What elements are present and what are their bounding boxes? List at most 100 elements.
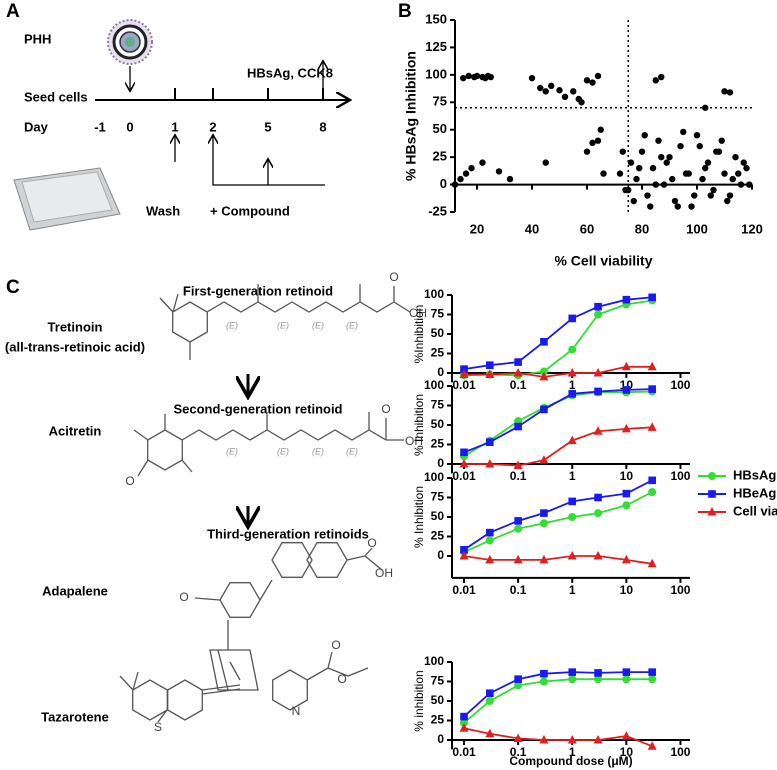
legend-label: HBeAg (733, 485, 776, 500)
atom-label: S (154, 720, 162, 734)
y-tick-label: 100 (425, 66, 447, 81)
scatter-point (663, 159, 670, 166)
scatter-point (688, 203, 695, 210)
y-tick-label: 0 (437, 732, 444, 746)
scatter-point (616, 170, 624, 177)
x-tick-label: 120 (741, 221, 763, 236)
atom-label: (E) (226, 320, 238, 330)
wash-label: Wash (146, 203, 180, 218)
data-point (621, 554, 631, 564)
cell-label: PHH (24, 31, 51, 46)
x-tick-label: 1 (569, 745, 576, 759)
data-point (486, 438, 494, 446)
scatter-point (600, 170, 607, 177)
scatter-point (729, 175, 736, 183)
x-tick-label: 100 (670, 745, 690, 759)
y-tick-label: 25 (431, 346, 445, 360)
data-point (485, 554, 495, 564)
data-point (539, 519, 548, 528)
data-point (622, 295, 631, 304)
scatter-point (658, 73, 665, 81)
scatter-point (644, 192, 651, 199)
scatter-point (548, 82, 555, 90)
structure-bond (201, 684, 241, 695)
x-tick-label: 100 (686, 221, 708, 236)
data-point (567, 435, 577, 445)
x-tick-label: 20 (470, 221, 484, 236)
data-point (568, 513, 577, 521)
y-tick-label: 75 (433, 94, 447, 109)
x-tick-label: 60 (580, 221, 594, 236)
scatter-point (542, 88, 549, 95)
structure-bond (271, 542, 313, 578)
scatter-point (737, 181, 745, 188)
scatter-point (685, 170, 692, 177)
data-point (594, 493, 602, 502)
scatter-point (495, 168, 503, 175)
structure-bond (266, 412, 404, 441)
data-point (460, 545, 468, 554)
x-tick-label: 80 (635, 221, 649, 236)
x-tick-label: 100 (670, 583, 690, 597)
scatter-point (693, 132, 701, 139)
series-line (463, 296, 653, 370)
data-point (513, 733, 523, 742)
y-tick-label: 125 (425, 39, 447, 54)
series-line (463, 491, 653, 553)
legend-label: HBsAg (733, 467, 776, 482)
data-point (460, 712, 468, 721)
data-point (567, 368, 577, 377)
scatter-point (702, 104, 709, 111)
virus-icon (107, 19, 153, 65)
x-axis-label: % Cell viability (554, 253, 652, 269)
data-point (460, 365, 468, 373)
data-point (648, 488, 657, 497)
data-point (513, 368, 523, 377)
series-line (464, 365, 653, 378)
panel-label: B (398, 1, 412, 22)
y-tick-label: 25 (433, 149, 447, 164)
scatter-point (537, 84, 544, 92)
atom-label: O (125, 474, 134, 488)
data-point (622, 675, 631, 684)
scatter-point (721, 88, 728, 95)
data-point (593, 426, 603, 435)
series-line (464, 426, 653, 467)
atom-label: O (331, 638, 340, 652)
data-point (568, 390, 577, 398)
y-axis-label: % HBsAg Inhibition (403, 51, 419, 181)
data-point (594, 302, 602, 311)
y-tick-label: 75 (431, 674, 445, 688)
data-point (539, 735, 549, 744)
structure-bond (257, 284, 411, 313)
structure-bond (159, 293, 191, 360)
data-point (514, 524, 523, 533)
x-tick-label: 0.01 (452, 378, 476, 392)
scatter-point (721, 170, 728, 177)
data-point (513, 460, 523, 470)
scatter-point (570, 88, 577, 95)
x-tick-label: 0.01 (452, 469, 476, 483)
scatter-point (649, 164, 657, 172)
series-line (463, 678, 653, 724)
scatter-point (627, 159, 635, 166)
data-point (647, 741, 657, 750)
scatter-point (677, 142, 684, 150)
scatter-point (655, 137, 662, 144)
scatter-point (696, 142, 703, 150)
data-point (514, 675, 522, 683)
data-point (459, 369, 469, 379)
data-point (594, 509, 603, 518)
x-tick-label: 100 (670, 378, 690, 392)
scatter-point (726, 89, 734, 96)
legend-label: Cell viability (733, 503, 777, 518)
data-point (539, 371, 549, 381)
scatter-point (625, 186, 632, 194)
data-point (567, 735, 577, 744)
structure-bond (206, 301, 395, 313)
data-point (622, 489, 631, 498)
y-tick-label: 0 (437, 548, 444, 562)
data-point (648, 476, 656, 485)
y-tick-label: 0 (440, 176, 447, 191)
scatter-point (589, 79, 596, 86)
